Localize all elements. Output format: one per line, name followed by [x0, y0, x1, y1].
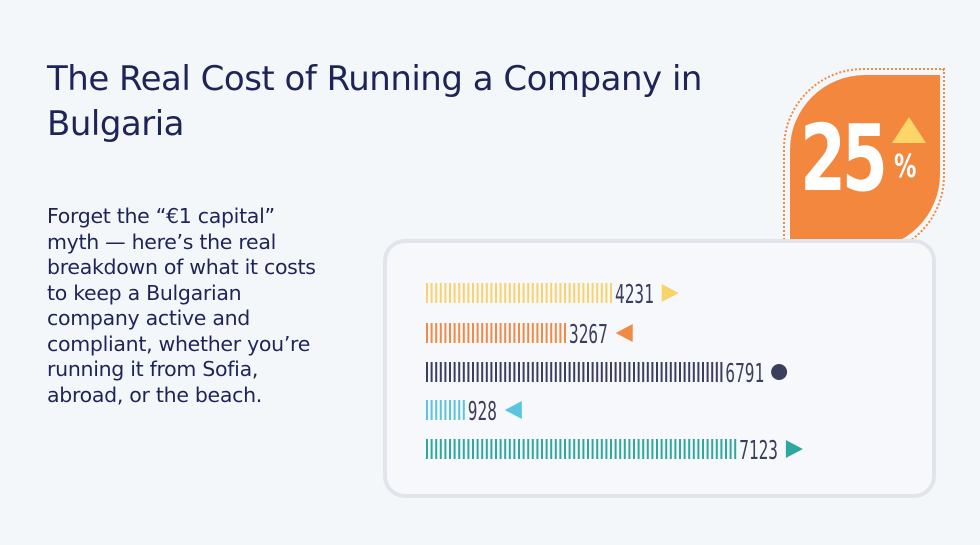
bar-value-label: 928	[468, 397, 497, 427]
bar-value-label: 7123	[739, 436, 778, 466]
bar-value-label: 6791	[725, 359, 764, 389]
badge-unit: %	[894, 147, 917, 185]
bar-3	[426, 362, 723, 382]
bar-4	[426, 400, 465, 420]
bar-value-label: 3267	[569, 320, 608, 350]
percentage-badge	[790, 75, 940, 249]
bar-value-label: 4231	[615, 280, 654, 310]
triangle-right-icon	[785, 440, 803, 458]
page-title: The Real Cost of Running a Company in Bu…	[47, 59, 702, 144]
badge-value: 25	[800, 105, 888, 212]
triangle-up-icon	[892, 117, 926, 143]
bar-5	[426, 439, 737, 459]
bar-2	[426, 323, 566, 343]
chart-card	[383, 239, 936, 498]
triangle-left-icon	[615, 324, 633, 342]
circle-marker-icon	[771, 364, 788, 380]
intro-paragraph: Forget the “€1 capital” myth — here’s th…	[47, 204, 316, 407]
triangle-right-icon	[661, 284, 679, 302]
bar-1	[426, 283, 612, 303]
triangle-left-icon	[504, 401, 522, 419]
